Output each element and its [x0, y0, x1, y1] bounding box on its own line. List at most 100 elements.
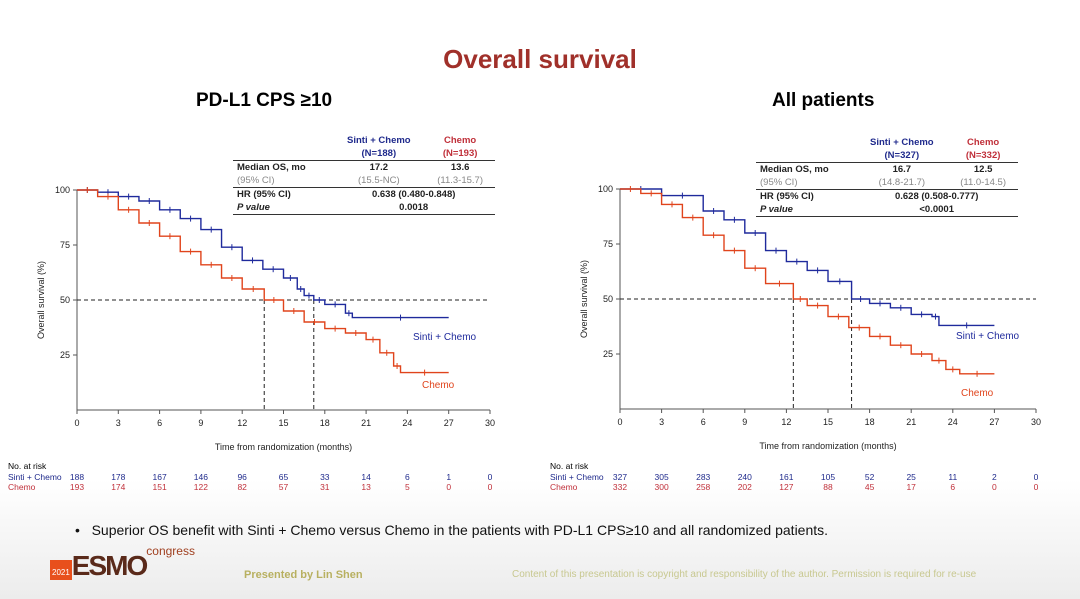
- panel-left-subtitle: PD-L1 CPS ≥10: [196, 90, 333, 111]
- km-curve-chemo: [620, 188, 995, 375]
- risk-count-chemo: 5: [405, 482, 410, 492]
- risk-count-chemo: 174: [111, 482, 126, 492]
- x-tick-label: 24: [948, 417, 958, 427]
- risk-title-left: No. at risk: [8, 461, 47, 471]
- col-sinti: Sinti + Chemo: [347, 135, 411, 146]
- risk-count-sinti: 65: [278, 472, 289, 482]
- risk-count-chemo: 202: [737, 482, 752, 492]
- col-chemo: Chemo: [967, 137, 1000, 148]
- risk-count-sinti: 188: [69, 472, 85, 482]
- x-tick-label: 12: [237, 418, 247, 428]
- risk-count-chemo: 300: [654, 482, 669, 492]
- n-sinti: (N=188): [361, 148, 397, 159]
- bullet-icon: •: [75, 522, 92, 538]
- copyright-notice: Content of this presentation is copyrigh…: [512, 569, 977, 580]
- hr-value: 0.628 (0.508-0.777): [894, 191, 979, 202]
- ci-label: (95% CI): [237, 175, 275, 186]
- x-tick-label: 18: [865, 417, 875, 427]
- y-axis-label: Overall survival (%): [579, 260, 589, 338]
- risk-count-sinti: 305: [654, 472, 669, 482]
- logo-year: 2021: [50, 560, 72, 580]
- col-sinti: Sinti + Chemo: [870, 137, 934, 148]
- p-label: P value: [760, 204, 793, 215]
- n-sinti: (N=327): [884, 150, 920, 161]
- risk-count-sinti: 0: [1033, 472, 1039, 482]
- median-label: Median OS, mo: [237, 162, 306, 173]
- x-tick-label: 27: [989, 417, 999, 427]
- risk-label-chemo-right: Chemo: [550, 482, 578, 492]
- summary-table-left: Sinti + Chemo Chemo (N=188) (N=193) Median…: [233, 134, 495, 215]
- p-value: <0.0001: [919, 204, 954, 215]
- ci-chemo: (11.0-14.5): [960, 177, 1006, 188]
- panel-right-subtitle: All patients: [772, 90, 875, 111]
- y-tick-label: 75: [60, 240, 70, 250]
- risk-count-chemo: 122: [193, 482, 208, 492]
- risk-count-chemo: 57: [278, 482, 289, 492]
- ci-label: (95% CI): [760, 177, 798, 188]
- x-tick-label: 12: [781, 417, 791, 427]
- p-label: P value: [237, 202, 270, 213]
- median-chemo: 13.6: [450, 162, 470, 173]
- y-tick-label: 100: [598, 184, 613, 194]
- bullet-text: Superior OS benefit with Sinti + Chemo v…: [91, 522, 829, 538]
- summary-table-right: Sinti + Chemo Chemo (N=327) (N=332) Median…: [756, 136, 1018, 217]
- risk-title-right: No. at risk: [550, 461, 589, 471]
- y-tick-label: 100: [55, 185, 70, 195]
- logo-text: ESMO: [71, 550, 148, 581]
- risk-count-chemo: 31: [320, 482, 330, 492]
- risk-count-sinti: 105: [820, 472, 836, 482]
- risk-count-sinti: 11: [948, 472, 958, 482]
- risk-count-chemo: 151: [152, 482, 167, 492]
- median-sinti: 17.2: [369, 162, 389, 173]
- median-chemo: 12.5: [973, 164, 993, 175]
- x-tick-label: 21: [361, 418, 371, 428]
- col-chemo: Chemo: [444, 135, 477, 146]
- risk-count-sinti: 283: [696, 472, 711, 482]
- x-tick-label: 3: [659, 417, 664, 427]
- risk-count-chemo: 0: [992, 482, 997, 492]
- risk-count-chemo: 13: [361, 482, 371, 492]
- ci-sinti: (15.5-NC): [357, 175, 400, 186]
- risk-count-sinti: 2: [992, 472, 997, 482]
- y-tick-label: 50: [60, 295, 70, 305]
- y-tick-label: 25: [603, 349, 613, 359]
- risk-count-sinti: 52: [864, 472, 875, 482]
- hr-value: 0.638 (0.480-0.848): [371, 189, 456, 200]
- risk-count-chemo: 45: [864, 482, 875, 492]
- km-plots: 0 3 6 9 12 15 18 21 24 27 30 25 50 75 100 Time from ran…: [36, 184, 1041, 452]
- x-tick-label: 3: [116, 418, 121, 428]
- x-tick-label: 24: [402, 418, 412, 428]
- x-tick-label: 15: [823, 417, 833, 427]
- risk-count-chemo: 17: [906, 482, 916, 492]
- series-label: Chemo: [422, 380, 455, 391]
- slide-title: Overall survival: [443, 44, 637, 74]
- x-tick-label: 9: [742, 417, 747, 427]
- risk-count-chemo: 6: [950, 482, 956, 492]
- risk-count-sinti: 33: [320, 472, 330, 482]
- series-label: Sinti + Chemo: [956, 331, 1020, 342]
- y-tick-label: 75: [603, 239, 613, 249]
- x-tick-label: 18: [320, 418, 330, 428]
- risk-count-sinti: 96: [237, 472, 247, 482]
- risk-count-sinti: 0: [487, 472, 493, 482]
- risk-label-sinti-right: Sinti + Chemo: [550, 472, 604, 482]
- risk-count-chemo: 258: [696, 482, 711, 492]
- p-value: 0.0018: [399, 202, 429, 213]
- risk-count-sinti: 327: [612, 472, 628, 482]
- ci-chemo: (11.3-15.7): [437, 175, 483, 186]
- risk-count-sinti: 6: [405, 472, 410, 482]
- x-tick-label: 30: [485, 418, 495, 428]
- series-label: Sinti + Chemo: [413, 332, 477, 343]
- logo-sup: congress: [146, 544, 195, 558]
- y-tick-label: 25: [60, 350, 70, 360]
- risk-count-chemo: 127: [779, 482, 794, 492]
- risk-count-sinti: 161: [779, 472, 794, 482]
- x-tick-label: 6: [701, 417, 706, 427]
- x-tick-label: 0: [617, 417, 622, 427]
- risk-count-chemo: 332: [612, 482, 628, 492]
- hr-label: HR (95% CI): [760, 191, 814, 202]
- x-axis-label: Time from randomization (months): [759, 441, 896, 451]
- risk-count-chemo: 82: [237, 482, 247, 492]
- y-tick-label: 50: [603, 294, 613, 304]
- risk-count-sinti: 1: [446, 472, 452, 482]
